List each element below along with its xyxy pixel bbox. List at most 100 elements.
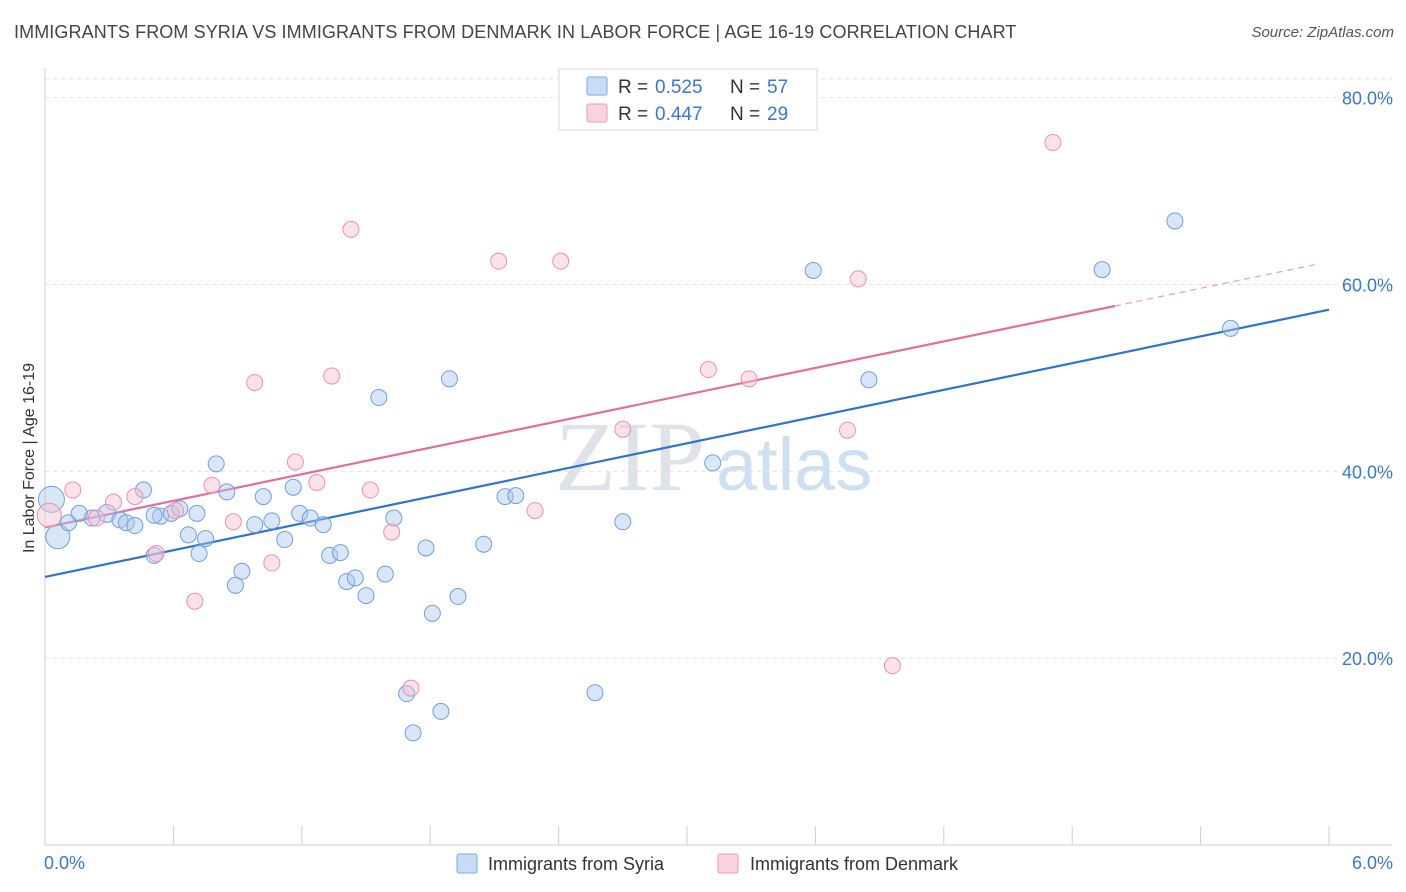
point-syria	[586, 684, 604, 702]
point-syria	[70, 504, 88, 522]
x-tick-label-min: 0.0%	[44, 853, 85, 873]
point-syria	[432, 702, 450, 720]
point-denmark	[308, 474, 326, 492]
point-denmark	[383, 523, 401, 541]
bottom-legend-label-denmark: Immigrants from Denmark	[750, 854, 959, 874]
watermark-atlas: atlas	[716, 423, 872, 506]
trend-lines	[44, 263, 1330, 578]
y-tick-labels: 20.0% 40.0% 60.0% 80.0%	[1342, 89, 1393, 669]
point-denmark	[849, 270, 867, 288]
point-syria	[207, 455, 225, 473]
trend-line-syria	[44, 308, 1330, 578]
point-syria	[179, 526, 197, 544]
point-denmark	[126, 488, 144, 506]
point-denmark	[342, 220, 360, 238]
point-syria	[254, 488, 272, 506]
legend-n-value-syria: 57	[767, 77, 788, 98]
point-syria	[475, 535, 493, 553]
point-syria	[346, 569, 364, 587]
point-syria	[1093, 261, 1111, 279]
point-denmark	[526, 502, 544, 520]
point-syria	[60, 514, 78, 532]
point-syria	[45, 524, 71, 550]
point-syria	[188, 504, 206, 522]
point-syria	[37, 485, 65, 513]
point-syria	[171, 500, 189, 518]
trend-line-denmark-extension	[1114, 263, 1319, 307]
bottom-legend-swatch-syria	[456, 853, 478, 874]
point-denmark	[839, 421, 856, 439]
point-syria	[226, 576, 244, 594]
point-denmark	[490, 252, 508, 270]
point-denmark	[203, 476, 221, 494]
point-syria	[331, 544, 349, 562]
point-syria	[804, 262, 822, 279]
legend-box: R = 0.525 N = 57 R = 0.447 N = 29	[558, 68, 818, 131]
chart-title: IMMIGRANTS FROM SYRIA VS IMMIGRANTS FROM…	[14, 22, 1017, 42]
y-tick-label: 40.0%	[1342, 462, 1393, 482]
point-syria	[83, 509, 101, 527]
point-denmark	[1044, 134, 1062, 152]
point-denmark	[361, 481, 379, 499]
point-denmark	[552, 252, 570, 270]
point-denmark	[64, 481, 82, 499]
axes	[44, 68, 1392, 846]
point-denmark	[147, 545, 165, 563]
trend-line-denmark	[44, 304, 1116, 529]
point-syria	[423, 604, 441, 622]
point-syria	[338, 573, 356, 591]
watermark-zip: ZIP	[555, 401, 705, 512]
bottom-legend-label-syria: Immigrants from Syria	[488, 854, 665, 874]
point-syria	[440, 370, 458, 388]
point-syria	[1166, 212, 1184, 230]
y-tick-label: 80.0%	[1342, 89, 1393, 109]
point-denmark	[263, 554, 281, 572]
point-denmark	[186, 592, 204, 610]
point-syria	[1222, 319, 1240, 337]
y-axis-label: In Labor Force | Age 16-19	[21, 363, 38, 553]
point-denmark	[740, 370, 758, 388]
point-syria	[145, 506, 163, 524]
legend-swatch-denmark	[586, 103, 608, 123]
point-syria	[704, 454, 722, 472]
point-syria	[218, 483, 236, 501]
point-syria	[246, 516, 264, 534]
point-denmark	[614, 420, 632, 438]
point-denmark	[286, 453, 304, 471]
legend-n-label-denmark: N =	[730, 104, 760, 125]
bottom-legend: Immigrants from Syria Immigrants from De…	[456, 853, 959, 874]
point-syria	[126, 517, 144, 535]
point-syria	[376, 565, 394, 583]
point-syria	[321, 546, 339, 564]
point-syria	[134, 481, 152, 499]
point-syria	[404, 724, 422, 742]
point-syria	[284, 478, 302, 496]
point-syria	[417, 539, 435, 557]
chart-source: Source: ZipAtlas.com	[1251, 24, 1394, 41]
bottom-legend-swatch-denmark	[717, 853, 739, 874]
legend-r-label-syria: R =	[618, 77, 648, 98]
legend-r-value-syria: 0.525	[655, 77, 703, 98]
point-syria	[197, 530, 214, 548]
legend-swatch-syria	[586, 76, 608, 96]
point-denmark	[246, 374, 264, 392]
legend-n-value-denmark: 29	[767, 104, 788, 125]
point-syria	[152, 507, 170, 525]
point-denmark	[699, 361, 717, 379]
x-tick-label-max: 6.0%	[1352, 853, 1393, 873]
legend-n-label-syria: N =	[730, 77, 760, 98]
y-tick-label: 20.0%	[1342, 649, 1393, 669]
point-denmark	[323, 367, 341, 385]
legend-r-label-denmark: R =	[618, 104, 648, 125]
point-denmark	[402, 679, 420, 697]
point-syria	[449, 588, 467, 606]
point-denmark	[224, 513, 242, 531]
point-denmark	[883, 657, 901, 675]
point-denmark	[104, 493, 122, 511]
legend-r-value-denmark: 0.447	[655, 104, 703, 125]
point-syria	[190, 545, 208, 563]
point-denmark	[36, 502, 62, 528]
data-points	[36, 134, 1240, 742]
point-syria	[263, 512, 281, 530]
